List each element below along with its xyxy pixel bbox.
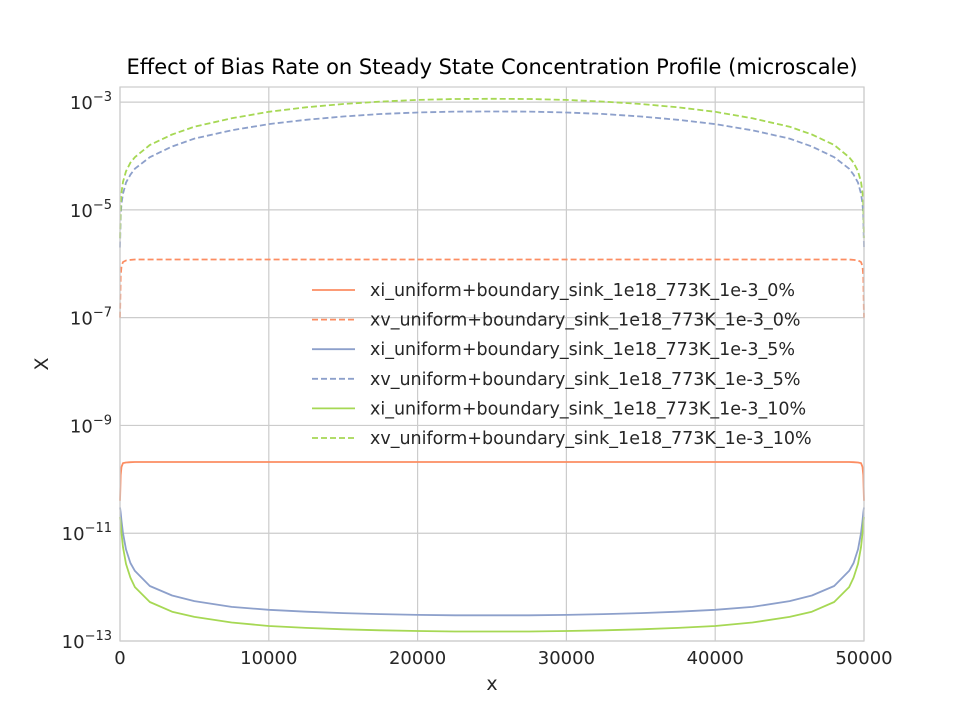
grid-lines — [119, 87, 865, 642]
series-line-2 — [119, 258, 865, 318]
y-axis-label: X — [31, 357, 53, 370]
legend-entry-1: xi_uniform+boundary_sink_1e18_773K_1e-3_… — [370, 281, 795, 301]
legend-entry-4: xv_uniform+boundary_sink_1e18_773K_1e-3_… — [370, 370, 800, 390]
y-tick-label: 10−3 — [70, 90, 112, 114]
x-tick-label: 10000 — [240, 648, 297, 669]
legend-entry-6: xv_uniform+boundary_sink_1e18_773K_1e-3_… — [370, 429, 812, 449]
legend: xi_uniform+boundary_sink_1e18_773K_1e-3_… — [312, 281, 812, 449]
legend-entry-3: xi_uniform+boundary_sink_1e18_773K_1e-3_… — [370, 340, 795, 360]
plot-frame — [119, 86, 865, 642]
plot-area — [120, 87, 864, 641]
y-tick-label: 10−13 — [62, 629, 112, 653]
y-tick-label: 10−7 — [70, 306, 112, 330]
x-tick-label: 30000 — [538, 648, 595, 669]
x-tick-label: 40000 — [687, 648, 744, 669]
x-axis-label: x — [486, 673, 497, 695]
y-tick-label: 10−9 — [70, 413, 112, 437]
chart-title: Effect of Bias Rate on Steady State Conc… — [126, 55, 857, 79]
y-tick-label: 10−5 — [70, 198, 112, 222]
legend-entry-5: xi_uniform+boundary_sink_1e18_773K_1e-3_… — [370, 399, 806, 419]
series-line-1 — [119, 461, 865, 501]
series-line-3 — [119, 507, 865, 617]
x-tick-label: 20000 — [389, 648, 446, 669]
tick-labels: 0 10000 20000 30000 40000 50000 10−13 10−11 10−9… — [62, 90, 893, 669]
series-line-6 — [119, 97, 865, 239]
x-tick-label: 0 — [114, 648, 125, 669]
series-lines — [119, 97, 865, 633]
y-tick-label: 10−11 — [62, 521, 112, 545]
x-tick-label: 50000 — [835, 648, 892, 669]
series-line-5 — [119, 516, 865, 633]
legend-entry-2: xv_uniform+boundary_sink_1e18_773K_1e-3_… — [370, 311, 800, 331]
